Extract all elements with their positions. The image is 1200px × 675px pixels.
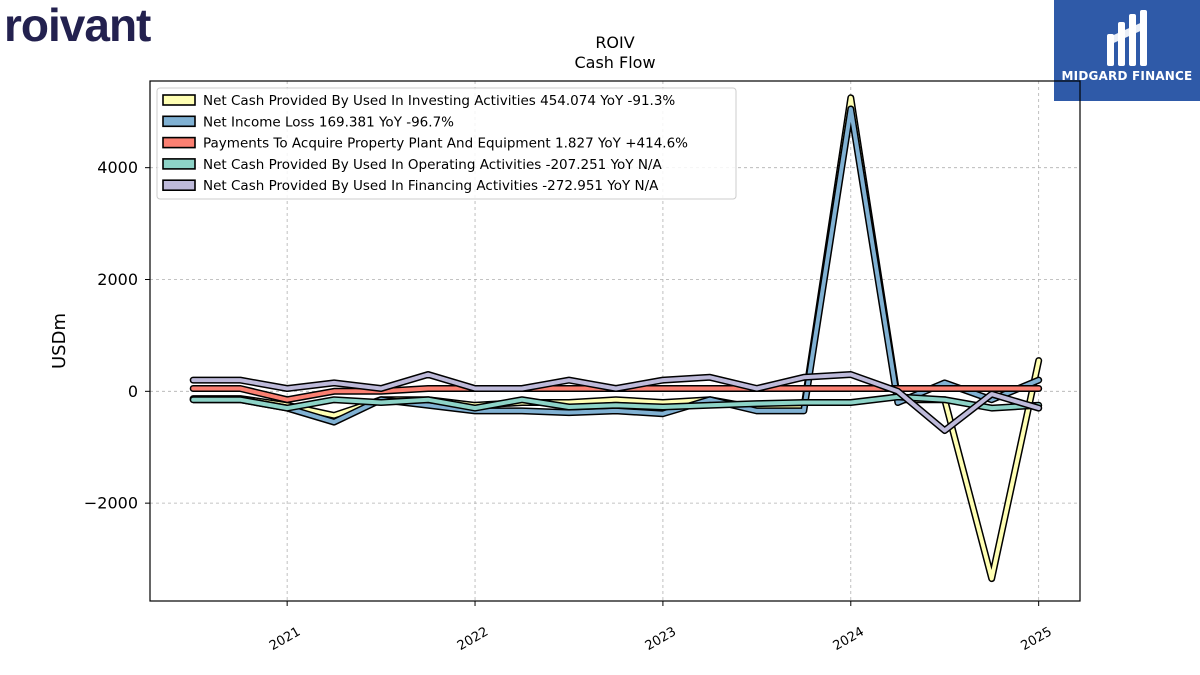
legend-entry: Net Cash Provided By Used In Operating A… xyxy=(203,157,662,173)
legend-swatch xyxy=(162,136,196,149)
y-tick-label: 4000 xyxy=(97,158,138,177)
x-tick-label: 2022 xyxy=(455,624,491,654)
y-axis-label: USDm xyxy=(49,313,70,369)
legend-swatch xyxy=(162,115,196,128)
series-lines xyxy=(189,94,1043,583)
x-tick-label: 2025 xyxy=(1019,624,1055,654)
series-line-4 xyxy=(191,372,1041,433)
x-tick-label: 2021 xyxy=(267,624,303,654)
y-tick-label: 0 xyxy=(128,382,138,401)
midgard-emblem-icon xyxy=(1107,10,1147,66)
chart-title: ROIV xyxy=(595,33,634,52)
series-line-1 xyxy=(191,107,1041,425)
x-tick-label: 2024 xyxy=(831,624,867,654)
chart-subtitle: Cash Flow xyxy=(574,53,655,72)
y-tick-label: 2000 xyxy=(97,270,138,289)
legend-entry: Net Cash Provided By Used In Financing A… xyxy=(203,178,659,194)
legend-entry: Net Cash Provided By Used In Investing A… xyxy=(203,93,675,109)
roivant-logo: roivant xyxy=(4,0,151,51)
legend-swatch xyxy=(162,94,196,106)
legend-entry: Net Income Loss 169.381 YoY -96.7% xyxy=(203,114,454,130)
y-tick-label: −2000 xyxy=(84,494,138,513)
legend: Net Cash Provided By Used In Investing A… xyxy=(156,87,737,200)
legend-swatch xyxy=(162,158,196,170)
legend-swatch xyxy=(162,179,196,191)
legend-box xyxy=(156,87,737,200)
series-line-3 xyxy=(191,394,1041,411)
midgard-finance-badge: MIDGARD FINANCE xyxy=(1054,0,1200,101)
partner-name: MIDGARD FINANCE xyxy=(1061,69,1193,83)
legend-entry: Payments To Acquire Property Plant And E… xyxy=(203,136,688,152)
x-tick-label: 2023 xyxy=(643,624,679,654)
plot-frame xyxy=(149,80,1081,602)
